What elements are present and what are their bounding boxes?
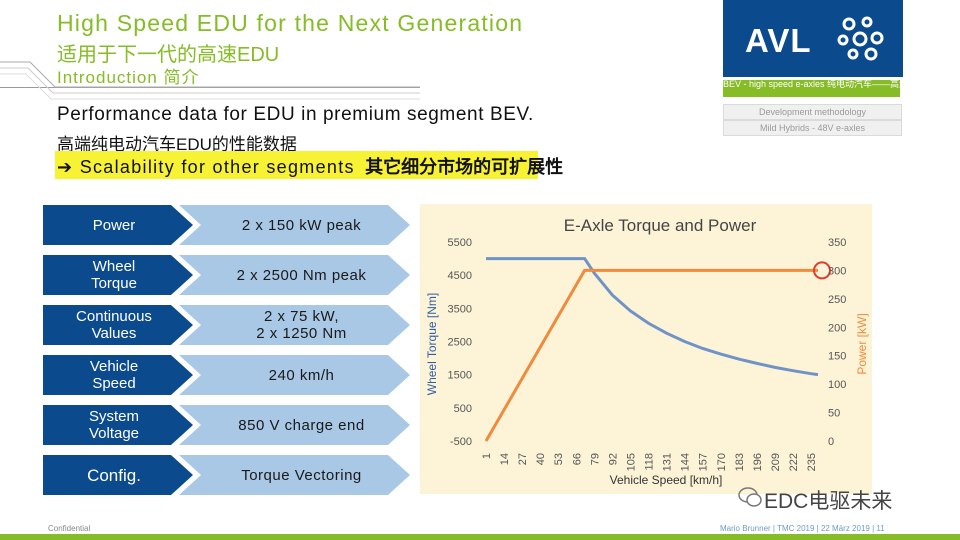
chart-canvas: 55004500350025001500500-5003503002502001… bbox=[425, 216, 869, 487]
nav-tab-mild-hybrids[interactable]: Mild Hybrids - 48V e-axles bbox=[723, 120, 902, 136]
scalability-text: Scalability for other segments bbox=[79, 157, 355, 177]
highlight-circle bbox=[813, 261, 831, 280]
x-tick-label: 235 bbox=[806, 453, 818, 471]
y-tick-label: 4500 bbox=[448, 270, 472, 282]
spec-value: 2 x 2500 Nm peak bbox=[179, 255, 410, 295]
performance-heading: Performance data for EDU in premium segm… bbox=[57, 104, 534, 125]
y2-tick-label: 350 bbox=[828, 237, 846, 249]
x-tick-label: 92 bbox=[607, 453, 619, 465]
y-tick-label: 1500 bbox=[448, 370, 472, 382]
y-tick-label: 5500 bbox=[448, 237, 472, 249]
y2-tick-label: 50 bbox=[828, 408, 840, 420]
y-tick-label: 500 bbox=[454, 403, 472, 415]
series-line-power bbox=[484, 268, 818, 442]
spec-label: Vehicle Speed bbox=[43, 355, 193, 395]
y2-tick-label: 300 bbox=[828, 265, 846, 277]
spec-label: System Voltage bbox=[43, 405, 193, 445]
avl-logo: AVL bbox=[723, 0, 903, 77]
page-title-chinese: 适用于下一代的高速EDU bbox=[57, 44, 280, 66]
watermark-text: EDC电驱未来 bbox=[764, 490, 893, 513]
chart-title: E-Axle Torque and Power bbox=[564, 216, 757, 235]
chart-x-axis-label: Vehicle Speed [km/h] bbox=[610, 473, 723, 487]
spec-value: Torque Vectoring bbox=[179, 455, 410, 495]
footer-bar bbox=[0, 534, 960, 540]
page-title: High Speed EDU for the Next Generation bbox=[57, 10, 524, 36]
spec-row-vehicle-speed: Vehicle Speed 240 km/h bbox=[43, 355, 410, 395]
chart-y-axis-label: Wheel Torque [Nm] bbox=[425, 293, 439, 396]
footer-info: Mario Brunner | TMC 2019 | 22 März 2019 … bbox=[720, 524, 885, 533]
wechat-icon bbox=[738, 487, 762, 507]
x-tick-label: 222 bbox=[788, 453, 800, 471]
x-tick-label: 170 bbox=[716, 453, 728, 471]
x-tick-label: 209 bbox=[770, 453, 782, 471]
x-tick-label: 144 bbox=[680, 453, 692, 471]
spec-row-power: Power 2 x 150 kW peak bbox=[43, 205, 410, 245]
spec-label: Continuous Values bbox=[43, 305, 193, 345]
spec-value: 2 x 75 kW, 2 x 1250 Nm bbox=[179, 305, 410, 345]
y-tick-label: 2500 bbox=[448, 337, 472, 349]
y2-tick-label: 150 bbox=[828, 351, 846, 363]
spec-value: 850 V charge end bbox=[179, 405, 410, 445]
y2-tick-label: 100 bbox=[828, 379, 846, 391]
spec-label: Power bbox=[43, 205, 193, 245]
spec-row-config: Config. Torque Vectoring bbox=[43, 455, 410, 495]
y2-tick-label: 200 bbox=[828, 322, 846, 334]
header-rule-lines bbox=[0, 61, 420, 100]
performance-heading-chinese: 高端纯电动汽车EDU的性能数据 bbox=[57, 135, 297, 154]
nav-tab-development-methodology[interactable]: Development methodology bbox=[723, 104, 902, 120]
x-tick-label: 183 bbox=[734, 453, 746, 471]
x-tick-label: 14 bbox=[499, 453, 511, 465]
spec-row-continuous-values: Continuous Values 2 x 75 kW, 2 x 1250 Nm bbox=[43, 305, 410, 345]
x-tick-label: 27 bbox=[517, 453, 529, 465]
text-highlight bbox=[55, 151, 538, 179]
logo-text: AVL bbox=[745, 22, 812, 59]
avl-logo-emblem-icon bbox=[837, 16, 884, 61]
x-tick-label: 196 bbox=[752, 453, 764, 471]
x-tick-label: 40 bbox=[535, 453, 547, 465]
x-tick-label: 131 bbox=[662, 453, 674, 471]
spec-value: 2 x 150 kW peak bbox=[179, 205, 410, 245]
x-tick-label: 157 bbox=[698, 453, 710, 471]
y-tick-label: -500 bbox=[450, 436, 472, 448]
scalability-text-chinese: 其它细分市场的可扩展性 bbox=[365, 157, 564, 177]
spec-label: Wheel Torque bbox=[43, 255, 193, 295]
series-line-torque bbox=[486, 257, 819, 377]
y-tick-label: 3500 bbox=[448, 303, 472, 315]
arrow-icon: ➔ bbox=[57, 157, 74, 177]
chart-y2-axis-label: Power [kW] bbox=[855, 313, 869, 374]
spec-row-system-voltage: System Voltage 850 V charge end bbox=[43, 405, 410, 445]
x-tick-label: 118 bbox=[644, 453, 656, 471]
spec-value: 240 km/h bbox=[179, 355, 410, 395]
scalability-line: ➔ Scalability for other segments 其它细分市场的… bbox=[57, 153, 563, 179]
y2-tick-label: 250 bbox=[828, 294, 846, 306]
footer-confidential: Confidential bbox=[48, 524, 91, 533]
spec-label: Config. bbox=[43, 455, 193, 495]
torque-power-chart: 5500 4500 3500 2500 1500 500 -500 350 300 250 200 1… bbox=[420, 204, 872, 494]
x-tick-label: 79 bbox=[589, 453, 601, 465]
spec-row-wheel-torque: Wheel Torque 2 x 2500 Nm peak bbox=[43, 255, 410, 295]
x-tick-label: 105 bbox=[625, 453, 637, 471]
x-tick-label: 53 bbox=[553, 453, 565, 465]
nav-tab-bev[interactable]: BEV - high speed e-axles 纯电动汽车——高速电桥 bbox=[723, 80, 900, 97]
page-subtitle: Introduction 简介 bbox=[57, 68, 200, 87]
x-tick-label: 1 bbox=[481, 453, 493, 459]
y2-tick-label: 0 bbox=[828, 436, 834, 448]
x-tick-label: 66 bbox=[571, 453, 583, 465]
